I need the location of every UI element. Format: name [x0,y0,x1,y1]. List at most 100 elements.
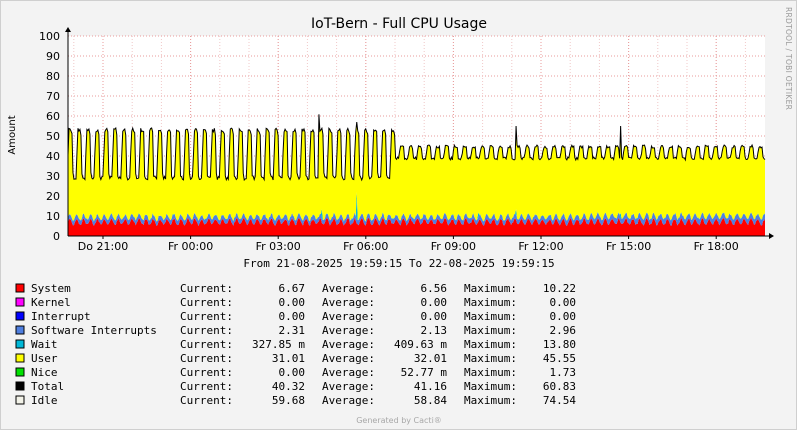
legend-maximum-value: 1.73 [550,366,577,379]
line-total [67,114,766,182]
y-tick-label: 20 [46,190,60,203]
area-system [68,217,765,236]
y-tick-label: 70 [46,90,60,103]
legend-name: Interrupt [31,310,91,323]
x-tick-label: Fr 12:00 [518,240,563,253]
y-tick-label: 100 [39,30,60,43]
legend-name: Idle [31,394,58,407]
y-tick-label: 0 [53,230,60,243]
rrdtool-watermark: RRDTOOL / TOBI OETIKER [784,7,793,110]
legend-maximum-label: Maximum: [464,310,517,323]
legend-average-label: Average: [322,296,375,309]
y-tick-label: 30 [46,170,60,183]
y-axis-arrow [65,27,71,32]
legend-current-label: Current: [180,338,233,351]
legend-maximum-label: Maximum: [464,338,517,351]
legend-average-label: Average: [322,310,375,323]
legend-name: System [31,282,71,295]
legend-swatch-software-interrupts [15,325,25,335]
legend-swatch-interrupt [15,311,25,321]
legend-current-label: Current: [180,324,233,337]
legend-average-label: Average: [322,324,375,337]
legend-current-value: 0.00 [279,310,306,323]
y-axis-label: Amount [7,115,18,154]
legend-current-label: Current: [180,380,233,393]
legend-average-label: Average: [322,394,375,407]
legend-average-label: Average: [322,366,375,379]
legend-current-label: Current: [180,366,233,379]
generated-by-footer: Generated by Cacti® [356,416,442,425]
x-tick-label: Fr 09:00 [431,240,476,253]
y-tick-label: 40 [46,150,60,163]
legend-swatch-idle [15,395,25,405]
legend-current-label: Current: [180,282,233,295]
legend-maximum-label: Maximum: [464,394,517,407]
legend-current-label: Current: [180,296,233,309]
x-tick-label: Fr 15:00 [606,240,651,253]
legend-average-value: 0.00 [421,310,448,323]
legend-maximum-value: 0.00 [550,296,577,309]
legend-name: User [31,352,58,365]
legend-current-value: 2.31 [279,324,306,337]
x-axis-arrow [769,233,774,239]
legend-average-value: 58.84 [414,394,447,407]
legend-current-value: 59.68 [272,394,305,407]
legend-swatch-wait [15,339,25,349]
legend-name: Software Interrupts [31,324,157,337]
legend-average-value: 41.16 [414,380,447,393]
legend-maximum-value: 13.80 [543,338,576,351]
legend-maximum-label: Maximum: [464,366,517,379]
chart-title: IoT-Bern - Full CPU Usage [311,16,487,32]
legend-swatch-nice [15,367,25,377]
legend-current-value: 0.00 [279,296,306,309]
legend-maximum-value: 10.22 [543,282,576,295]
legend-maximum-label: Maximum: [464,324,517,337]
x-tick-label: Fr 06:00 [343,240,388,253]
legend-average-value: 0.00 [421,296,448,309]
y-tick-label: 10 [46,210,60,223]
x-tick-label: Fr 03:00 [256,240,301,253]
legend-swatch-system [15,283,25,293]
x-tick-label: Fr 18:00 [694,240,739,253]
legend-maximum-label: Maximum: [464,296,517,309]
y-tick-label: 50 [46,130,60,143]
y-tick-label: 60 [46,110,60,123]
legend-average-value: 32.01 [414,352,447,365]
legend-current-label: Current: [180,394,233,407]
legend-current-value: 31.01 [272,352,305,365]
legend-average-label: Average: [322,352,375,365]
legend-average-label: Average: [322,338,375,351]
legend-maximum-value: 2.96 [550,324,577,337]
legend-current-value: 6.67 [279,282,306,295]
legend-current-value: 40.32 [272,380,305,393]
x-tick-label: Do 21:00 [78,240,128,253]
legend-swatch-user [15,353,25,363]
area-software-interrupts [68,212,765,226]
x-tick-label: Fr 00:00 [168,240,213,253]
y-tick-label: 80 [46,70,60,83]
legend-name: Kernel [31,296,71,309]
stacked-areas [67,114,766,236]
y-tick-label: 90 [46,50,60,63]
legend-average-label: Average: [322,282,375,295]
legend-average-value: 2.13 [421,324,448,337]
legend-maximum-label: Maximum: [464,380,517,393]
legend-current-label: Current: [180,310,233,323]
legend-average-value: 6.56 [421,282,448,295]
legend-swatch-kernel [15,297,25,307]
legend-maximum-value: 0.00 [550,310,577,323]
legend-average-label: Average: [322,380,375,393]
legend-average-value: 409.63 m [394,338,447,351]
legend-name: Nice [31,366,58,379]
legend-maximum-value: 60.83 [543,380,576,393]
legend-maximum-label: Maximum: [464,352,517,365]
legend-name: Total [31,380,64,393]
legend-swatch-total [15,381,25,391]
legend: System Current: 6.67 Average: 6.56 Maximum: 10… [15,282,577,407]
time-range: From 21-08-2025 19:59:15 To 22-08-2025 1… [243,257,554,270]
legend-maximum-label: Maximum: [464,282,517,295]
legend-maximum-value: 74.54 [543,394,576,407]
legend-name: Wait [31,338,58,351]
